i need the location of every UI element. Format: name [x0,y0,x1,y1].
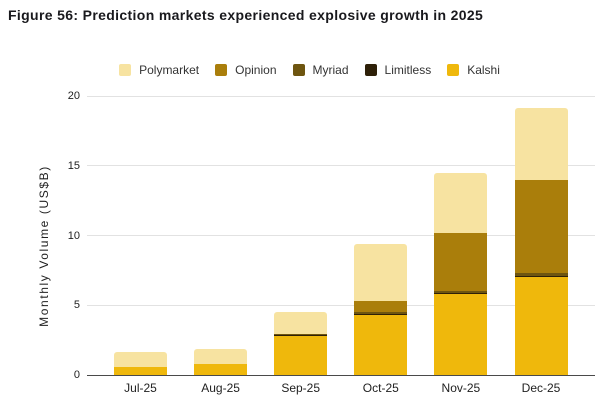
gridline-y10 [87,235,595,237]
legend-item-myriad: Myriad [292,63,349,77]
gridline-y20 [87,95,595,97]
bar-jul-25-polymarket [114,351,167,367]
legend-label-limitless: Limitless [384,63,432,77]
y-tick-label-10: 10 [67,229,80,242]
bar-nov-25-kalshi [434,294,488,376]
y-tick-label-5: 5 [73,299,80,312]
gridline-y5 [87,304,595,306]
x-tick-label-dec-25: Dec-25 [521,381,561,395]
bar-dec-25-polymarket [514,107,568,181]
bar-nov-25-polymarket [434,172,488,233]
bar-dec-25-limitless [514,276,568,278]
bar-sep-25-myriad [274,334,328,335]
bar-sep-25-limitless [274,334,328,336]
legend-item-limitless: Limitless [364,63,432,77]
bar-aug-25-kalshi [194,364,248,376]
legend-swatch-limitless [364,64,377,76]
x-tick-label-aug-25: Aug-25 [201,381,240,395]
bar-nov-25-myriad [434,290,488,293]
bar-dec-25-myriad [514,273,568,277]
legend-swatch-opinion [215,64,228,76]
x-tick-label-oct-25: Oct-25 [362,381,399,395]
legend-label-opinion: Opinion [235,63,277,77]
legend-label-kalshi: Kalshi [467,63,500,77]
legend-item-kalshi: Kalshi [447,63,500,77]
bar-aug-25-polymarket [194,349,248,365]
y-tick-label-0: 0 [73,369,80,382]
y-tick-label-15: 15 [67,159,80,172]
gridline-y15 [87,165,595,167]
x-axis-line [87,374,595,376]
bar-nov-25-opinion [434,232,488,291]
legend-label-polymarket: Polymarket [139,63,200,77]
bar-sep-25-polymarket [274,311,328,334]
bar-dec-25-opinion [514,180,568,274]
chart-legend: Polymarket Opinion Myriad Limitless Kalshi [12,63,607,77]
x-tick-label-sep-25: Sep-25 [281,381,321,395]
bar-oct-25-kalshi [354,315,408,376]
legend-swatch-kalshi [447,64,460,76]
bar-dec-25-kalshi [514,277,568,376]
legend-swatch-myriad [292,64,305,76]
bar-oct-25-limitless [354,313,408,316]
y-axis-title: Monthly Volume (US$B) [36,164,51,327]
y-tick-label-20: 20 [67,90,80,102]
bar-nov-25-limitless [434,292,488,295]
bar-sep-25-kalshi [274,335,328,376]
bar-oct-25-myriad [354,312,408,314]
x-tick-label-nov-25: Nov-25 [441,381,481,395]
x-tick-label-jul-25: Jul-25 [124,381,157,395]
legend-item-polymarket: Polymarket [119,63,199,77]
bar-oct-25-polymarket [354,243,408,302]
bar-oct-25-opinion [354,301,408,313]
bar-jul-25-kalshi [114,366,167,376]
figure-title: Figure 56: Prediction markets experience… [8,7,484,23]
legend-item-opinion: Opinion [215,63,277,77]
legend-label-myriad: Myriad [312,63,349,77]
legend-swatch-polymarket [119,64,132,76]
